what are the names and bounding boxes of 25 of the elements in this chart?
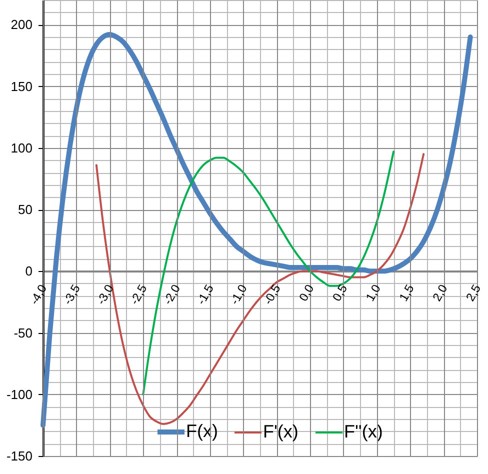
x-tick-label: -1,0 bbox=[227, 282, 250, 308]
y-tick-label: 100 bbox=[10, 140, 32, 156]
x-tick-label: 0,5 bbox=[330, 282, 350, 304]
legend-label: F(x) bbox=[186, 421, 218, 441]
legend-label: F'(x) bbox=[263, 422, 298, 442]
x-tick-label: -1,5 bbox=[194, 282, 217, 308]
x-tick-label: -2,0 bbox=[160, 282, 184, 308]
legend-label: F''(x) bbox=[344, 422, 383, 442]
y-tick-label: 200 bbox=[10, 17, 32, 32]
y-tick-label: -50 bbox=[14, 325, 32, 340]
y-tick-label: 0 bbox=[25, 264, 32, 279]
x-tick-label: 2,0 bbox=[430, 282, 450, 304]
line-series bbox=[95, 153, 425, 425]
x-tick-label: -2,5 bbox=[127, 282, 150, 308]
x-tick-label: -0,5 bbox=[260, 282, 284, 308]
x-tick-label: -3,0 bbox=[94, 282, 116, 308]
y-tick-label: -100 bbox=[6, 386, 32, 402]
y-tick-label: -150 bbox=[6, 448, 32, 464]
x-tick-label: 0,0 bbox=[296, 282, 317, 304]
x-tick-label: 2,5 bbox=[463, 282, 484, 304]
x-tick-label: 1,5 bbox=[396, 282, 417, 304]
x-tick-label: 1,0 bbox=[362, 282, 384, 304]
y-tick-label: 50 bbox=[18, 202, 32, 218]
x-tick-label: -3,5 bbox=[60, 282, 84, 308]
y-tick-label: 150 bbox=[10, 78, 32, 94]
